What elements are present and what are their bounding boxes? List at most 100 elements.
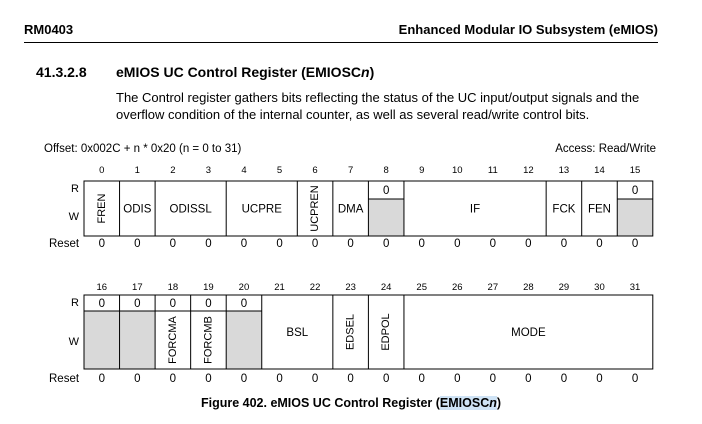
- caption-italic: n: [489, 396, 497, 410]
- field-name: UCPREN: [309, 185, 321, 232]
- register-offset: Offset: 0x002C + n * 0x20 (n = 0 to 31): [44, 143, 242, 155]
- reset-value: 0: [490, 373, 496, 385]
- bit-number: 16: [96, 282, 107, 293]
- bit-number: 31: [630, 282, 641, 293]
- write-row-label: W: [69, 336, 80, 348]
- bit-number: 25: [416, 282, 427, 293]
- reset-value: 0: [454, 373, 460, 385]
- bit-number: 4: [241, 165, 246, 176]
- field-name: DMA: [338, 204, 364, 216]
- reserved-write-cell: [226, 311, 262, 369]
- field-name: MODE: [511, 327, 546, 339]
- bit-number: 23: [345, 282, 356, 293]
- read-row-label: R: [71, 297, 79, 309]
- field-name: FORCMA: [167, 316, 179, 364]
- bit-number: 0: [99, 165, 104, 176]
- reset-value: 0: [170, 238, 176, 250]
- reset-value: 0: [525, 373, 531, 385]
- bit-number: 22: [310, 282, 321, 293]
- bit-number: 26: [452, 282, 463, 293]
- reset-value: 0: [347, 373, 353, 385]
- field-name: EDPOL: [380, 313, 392, 350]
- bit-number: 29: [559, 282, 570, 293]
- bit-number: 30: [594, 282, 605, 293]
- read-value: 0: [170, 298, 176, 310]
- bit-number: 14: [594, 165, 605, 176]
- reset-value: 0: [419, 238, 425, 250]
- reset-value: 0: [241, 238, 247, 250]
- write-row-label: W: [69, 211, 80, 223]
- register-outline: [83, 180, 654, 237]
- reset-label: Reset: [49, 238, 80, 250]
- field-name: IF: [470, 204, 480, 216]
- section-title: eMIOS UC Control Register (EMIOSCn): [116, 64, 374, 80]
- section-description: The Control register gathers bits reflec…: [116, 90, 640, 122]
- bit-number: 11: [488, 165, 498, 176]
- header-rule: [24, 42, 658, 43]
- bit-number: 2: [170, 165, 175, 176]
- register-outline: [83, 294, 654, 370]
- reserved-read-value: 0: [134, 298, 140, 310]
- bit-number: 18: [168, 282, 179, 293]
- reset-value: 0: [596, 238, 602, 250]
- bit-number: 5: [277, 165, 282, 176]
- figure-caption: Figure 402. eMIOS UC Control Register (E…: [0, 396, 702, 410]
- field-name: FEN: [588, 204, 611, 216]
- reset-value: 0: [99, 373, 105, 385]
- caption-highlight-text: EMIOSC: [439, 396, 490, 410]
- reset-value: 0: [312, 238, 318, 250]
- reset-value: 0: [525, 238, 531, 250]
- bit-number: 13: [559, 165, 570, 176]
- reset-value: 0: [312, 373, 318, 385]
- reserved-write-cell: [617, 199, 653, 236]
- section-title-italic: n: [361, 64, 370, 80]
- reset-value: 0: [276, 238, 282, 250]
- field-name: FORCMB: [202, 316, 214, 364]
- reset-value: 0: [632, 373, 638, 385]
- reserved-read-value: 0: [383, 185, 389, 197]
- field-name: EDSEL: [345, 314, 357, 350]
- reset-value: 0: [632, 238, 638, 250]
- read-value: 0: [205, 298, 211, 310]
- reset-value: 0: [205, 238, 211, 250]
- section-number: 41.3.2.8: [36, 64, 87, 80]
- section-title-text: eMIOS UC Control Register (EMIOSC: [116, 64, 362, 80]
- bit-number: 21: [274, 282, 285, 293]
- reset-value: 0: [134, 238, 140, 250]
- register-access: Access: Read/Write: [555, 143, 656, 155]
- reset-value: 0: [561, 373, 567, 385]
- document-title: Enhanced Modular IO Subsystem (eMIOS): [398, 22, 658, 37]
- bit-number: 28: [523, 282, 534, 293]
- bit-number: 27: [488, 282, 499, 293]
- caption-highlight: EMIOSCn: [439, 396, 497, 410]
- bit-number: 7: [348, 165, 353, 176]
- reserved-read-value: 0: [241, 298, 247, 310]
- reset-value: 0: [170, 373, 176, 385]
- bit-number: 1: [135, 165, 140, 176]
- bit-number: 9: [419, 165, 424, 176]
- reset-value: 0: [276, 373, 282, 385]
- field-name: UCPRE: [242, 204, 283, 216]
- bit-number: 15: [630, 165, 641, 176]
- reserved-read-value: 0: [99, 298, 105, 310]
- reset-value: 0: [347, 238, 353, 250]
- caption-text: Figure 402. eMIOS UC Control Register (: [200, 396, 440, 410]
- reserved-write-cell: [368, 199, 404, 236]
- field-name: BSL: [286, 327, 308, 339]
- reset-value: 0: [561, 238, 567, 250]
- reset-value: 0: [596, 373, 602, 385]
- reset-value: 0: [454, 238, 460, 250]
- document-id: RM0403: [24, 22, 74, 37]
- reset-value: 0: [134, 373, 140, 385]
- caption-suffix: ): [496, 396, 502, 410]
- reset-label: Reset: [49, 373, 80, 385]
- bit-number: 20: [239, 282, 250, 293]
- reserved-write-cell: [119, 311, 156, 369]
- reset-value: 0: [241, 373, 247, 385]
- field-name: FREN: [96, 193, 108, 223]
- reset-value: 0: [383, 373, 389, 385]
- bit-number: 19: [203, 282, 214, 293]
- reset-value: 0: [419, 373, 425, 385]
- bit-number: 3: [206, 165, 211, 176]
